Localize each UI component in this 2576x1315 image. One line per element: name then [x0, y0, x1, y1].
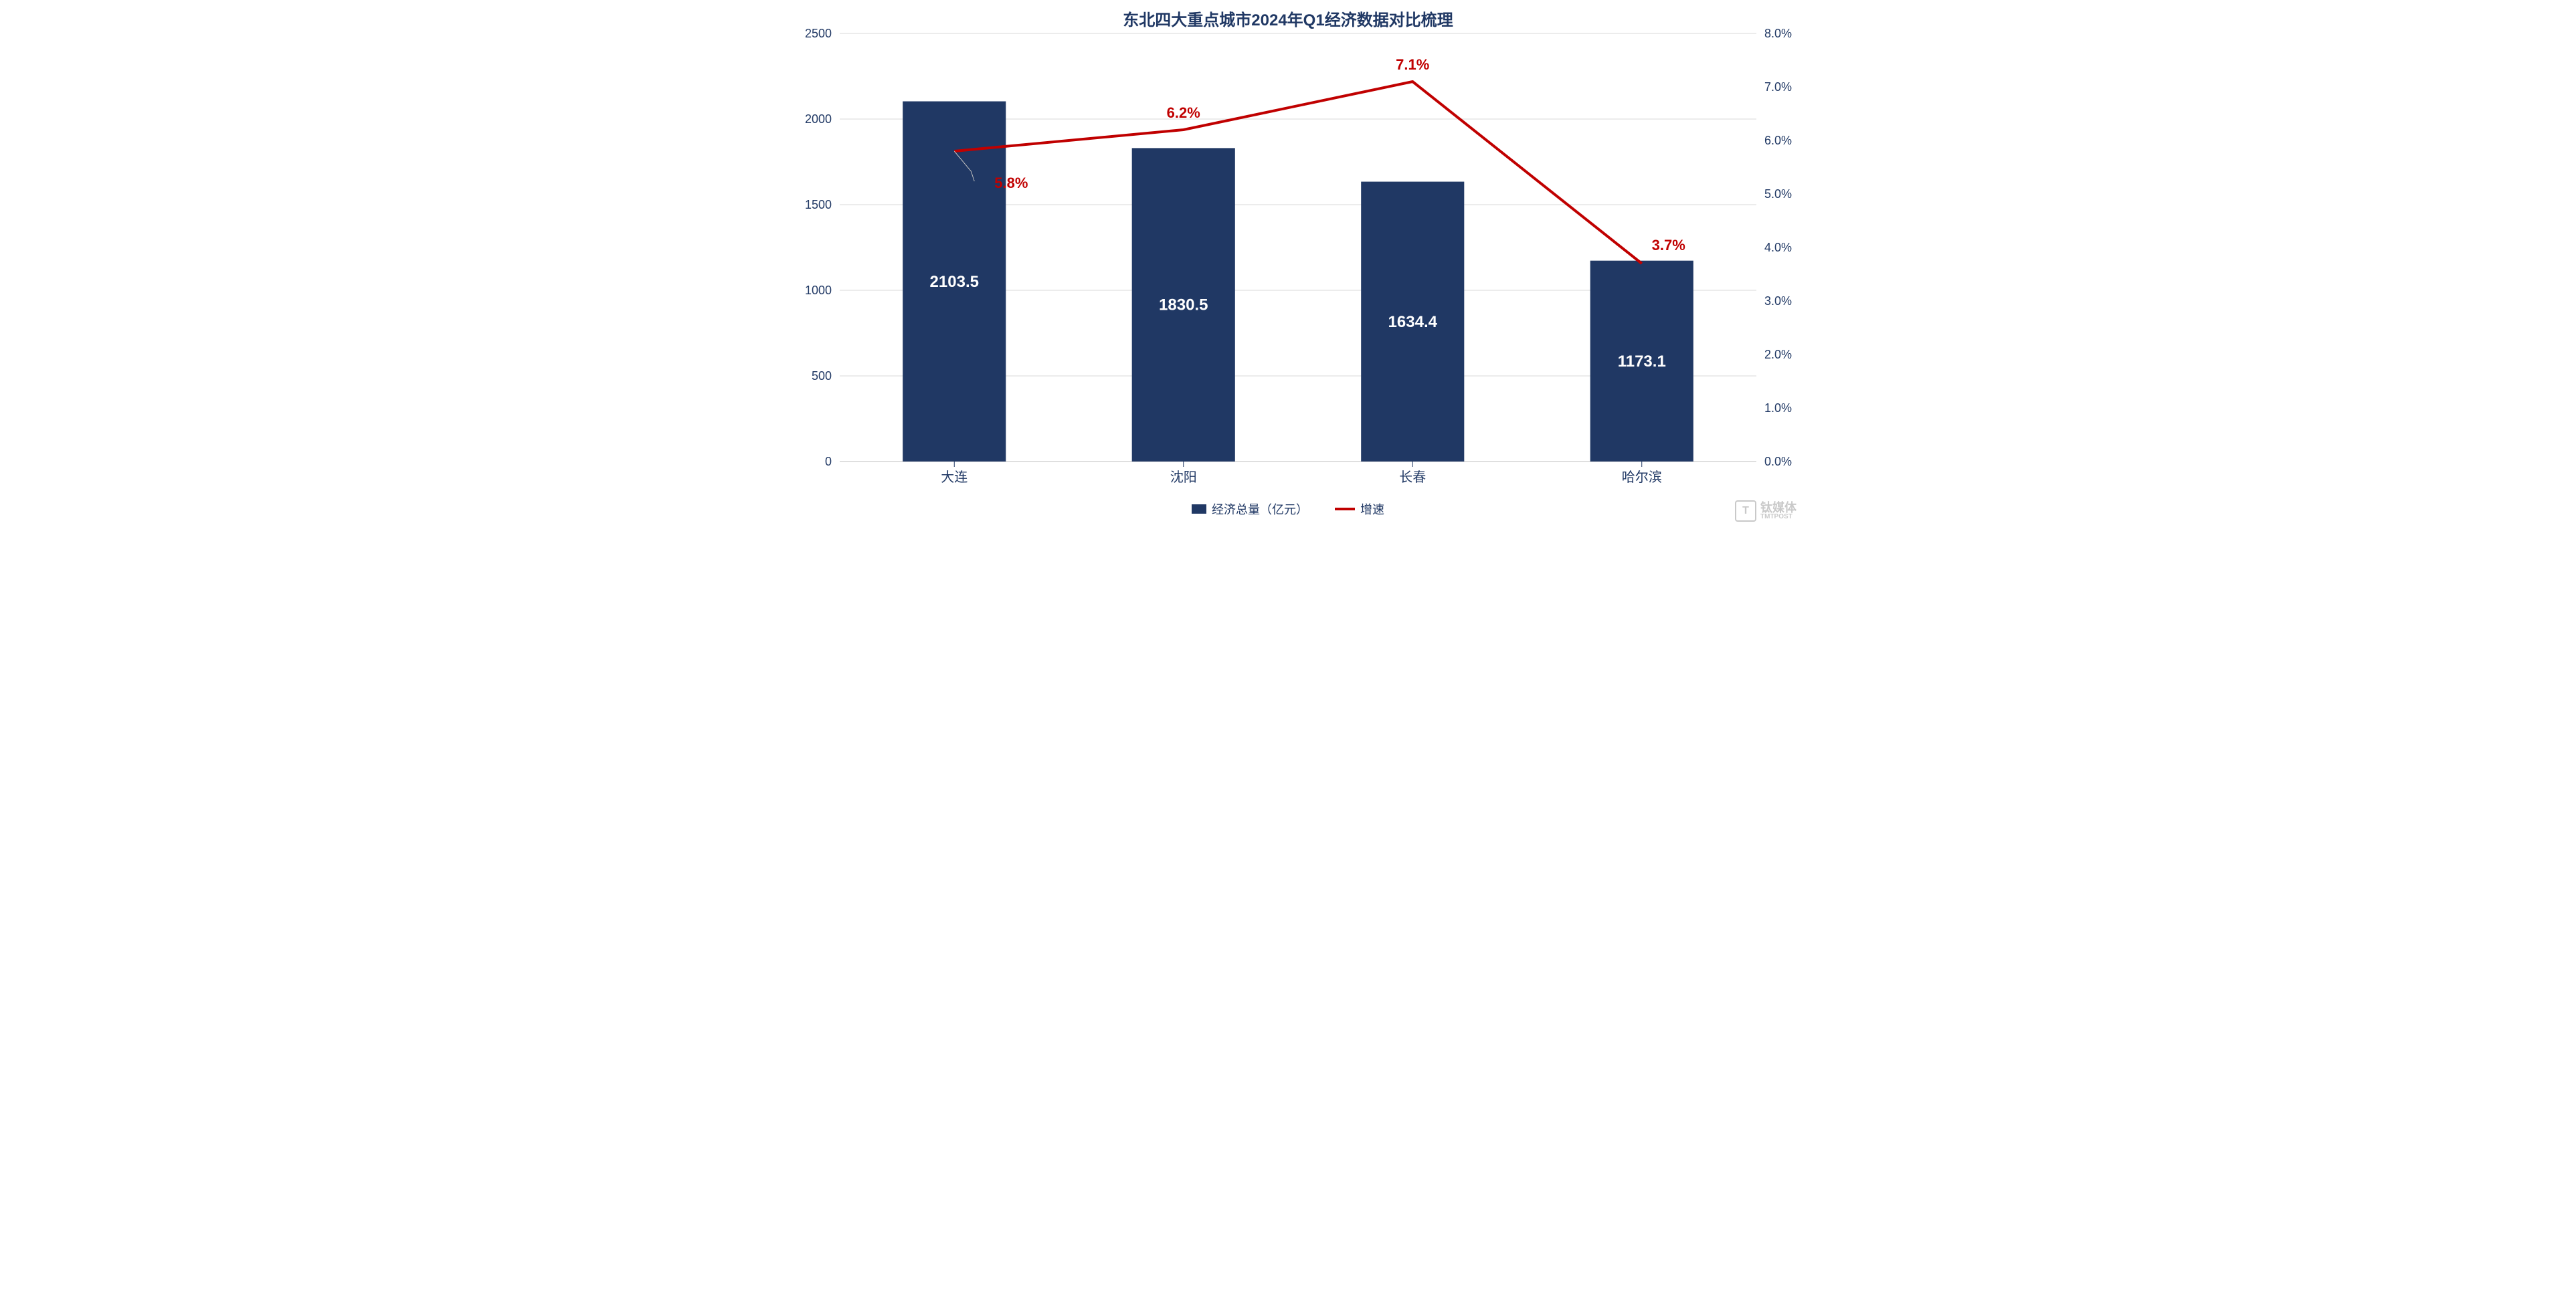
legend-swatch-bar: [1192, 504, 1206, 514]
svg-text:7.1%: 7.1%: [1396, 56, 1429, 73]
svg-text:2500: 2500: [805, 27, 832, 40]
svg-text:1.0%: 1.0%: [1764, 401, 1792, 415]
svg-text:6.2%: 6.2%: [1167, 104, 1200, 121]
legend-item-bar: 经济总量（亿元）: [1192, 500, 1308, 518]
svg-text:2.0%: 2.0%: [1764, 348, 1792, 361]
svg-text:3.0%: 3.0%: [1764, 294, 1792, 308]
legend-swatch-line: [1335, 508, 1355, 510]
svg-text:1000: 1000: [805, 284, 832, 297]
svg-text:5.8%: 5.8%: [994, 175, 1028, 191]
chart-svg: 0 500 1000 1500 2000 2500 0.0% 1.0% 2.0% 3.0% 4.0%…: [773, 0, 1803, 526]
watermark-text: 钛媒体 TMTPOST: [1760, 502, 1797, 520]
svg-text:长春: 长春: [1399, 470, 1426, 485]
svg-text:大连: 大连: [941, 470, 968, 485]
svg-text:2103.5: 2103.5: [930, 273, 979, 291]
svg-text:3.7%: 3.7%: [1652, 237, 1685, 254]
svg-text:7.0%: 7.0%: [1764, 80, 1792, 94]
svg-text:1634.4: 1634.4: [1388, 313, 1438, 331]
svg-text:6.0%: 6.0%: [1764, 134, 1792, 147]
legend-label-bar: 经济总量（亿元）: [1212, 500, 1308, 518]
svg-text:哈尔滨: 哈尔滨: [1622, 470, 1662, 485]
svg-text:4.0%: 4.0%: [1764, 241, 1792, 254]
svg-text:1173.1: 1173.1: [1618, 352, 1666, 371]
svg-text:5.0%: 5.0%: [1764, 187, 1792, 201]
svg-text:500: 500: [812, 369, 832, 383]
svg-text:1500: 1500: [805, 198, 832, 211]
svg-text:2000: 2000: [805, 112, 832, 126]
legend: 经济总量（亿元） 增速: [773, 500, 1803, 518]
legend-label-line: 增速: [1360, 500, 1384, 518]
svg-text:0: 0: [825, 455, 832, 468]
svg-text:1830.5: 1830.5: [1159, 296, 1208, 314]
svg-text:8.0%: 8.0%: [1764, 27, 1792, 40]
chart-container: 东北四大重点城市2024年Q1经济数据对比梳理 0500100015002000…: [773, 0, 1803, 526]
legend-item-line: 增速: [1335, 500, 1384, 518]
watermark: T 钛媒体 TMTPOST: [1735, 500, 1797, 522]
watermark-logo: T: [1735, 500, 1756, 522]
svg-text:沈阳: 沈阳: [1170, 470, 1197, 485]
svg-text:0.0%: 0.0%: [1764, 455, 1792, 468]
